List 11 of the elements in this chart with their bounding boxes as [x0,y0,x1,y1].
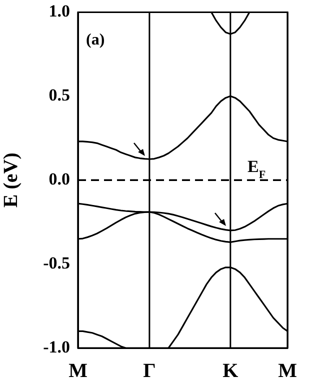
x-tick-label: M [278,360,298,382]
y-tick-label: 1.0 [48,2,70,21]
y-tick-label: -1.0 [43,337,70,356]
y-tick-label: 0.5 [48,86,70,105]
x-tick-label: K [222,360,239,382]
y-axis-title: E (eV) [0,152,22,208]
x-tick-label: M [68,360,88,382]
annotation: (a) [86,31,105,48]
x-tick-label: Γ [143,360,156,382]
y-tick-label: -0.5 [43,253,70,272]
y-tick-label: 0.0 [48,169,70,188]
